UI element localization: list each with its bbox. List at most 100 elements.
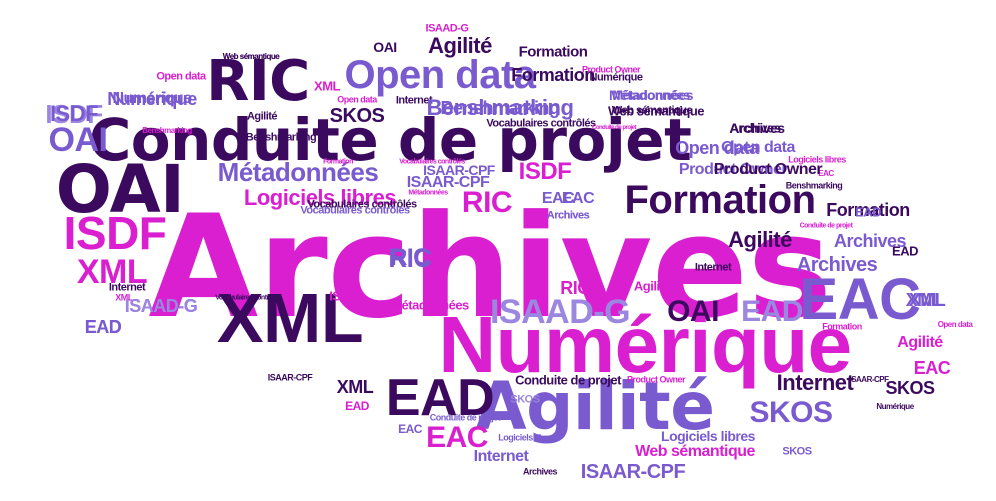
word-eac: EAC xyxy=(426,421,488,454)
word-open-data: Open data xyxy=(675,138,759,158)
word-isaar-cpf: ISAAR-CPF xyxy=(849,375,889,384)
word-agilite: Agilité xyxy=(633,278,671,294)
word-xml: XML xyxy=(216,279,364,357)
word-internet: Internet xyxy=(694,261,732,274)
word-xml: XML xyxy=(115,292,133,303)
word-ead: EAD xyxy=(892,243,918,259)
word-skos: SKOS xyxy=(510,393,540,406)
word-oai: OAI xyxy=(373,39,397,55)
word-metadonnees: Métadonnées xyxy=(612,87,690,103)
word-internet: Internet xyxy=(395,94,433,107)
word-logiciels-libres: Logiciels libres xyxy=(788,154,846,165)
word-conduite-de-projet: Conduite de projet xyxy=(799,222,853,230)
word-ead: EAD xyxy=(84,317,122,337)
word-conduite-de-projet: Conduite de projet xyxy=(429,412,501,423)
word-isdf: ISDF xyxy=(329,288,357,304)
word-logiciels-libres: Logiciels libres xyxy=(243,185,397,210)
word-metadonnees: Métadonnées xyxy=(391,297,469,313)
word-archives: Archives xyxy=(546,209,590,222)
word-ead: EAD xyxy=(84,317,122,337)
word-ead: EAD xyxy=(345,399,369,413)
word-conduite-de-projet: Conduite de projet xyxy=(515,372,621,388)
word-web-semantique: Web sémantique xyxy=(222,52,280,61)
word-isdf: ISDF xyxy=(45,99,103,129)
word-open-data: Open data xyxy=(721,139,795,156)
word-logiciels-libres: Logiciels libres xyxy=(661,428,755,444)
word-internet: Internet xyxy=(108,281,146,294)
word-metadonnees: Métadonnées xyxy=(408,189,448,197)
word-vocabulaires-controles: Vocabulaires contrôlés xyxy=(486,117,596,130)
word-xml: XML xyxy=(336,377,374,397)
word-benshmarking: Benshmarking xyxy=(785,180,843,191)
word-isdf: ISDF xyxy=(518,158,572,185)
word-isaar-cpf: ISAAR-CPF xyxy=(406,174,490,191)
word-formation: Formation xyxy=(826,200,910,220)
word-oai: OAI xyxy=(667,295,719,328)
word-internet: Internet xyxy=(473,448,529,465)
word-isaad-g: ISAAD-G xyxy=(124,296,198,316)
word-skos: SKOS xyxy=(885,378,935,398)
word-isaad-g: ISAAD-G xyxy=(124,296,198,316)
word-open-data: Open data xyxy=(156,70,206,83)
word-skos: SKOS xyxy=(329,105,385,127)
word-formation: Formation xyxy=(323,158,353,166)
word-ead: EAD xyxy=(741,295,803,328)
word-eac: EAC xyxy=(913,358,951,378)
word-isaar-cpf: ISAAR-CPF xyxy=(423,162,495,178)
word-isaad-g: ISAAD-G xyxy=(425,22,469,35)
word-internet: Internet xyxy=(776,370,854,395)
word-oai: OAI xyxy=(55,151,185,228)
word-formation: Formation xyxy=(518,43,588,61)
word-numerique: Numérique xyxy=(112,90,192,107)
word-xml: XML xyxy=(905,290,943,310)
word-isdf: ISDF xyxy=(49,101,99,126)
word-web-semantique: Web sémantique xyxy=(222,52,280,61)
word-web-semantique: Web sémantique xyxy=(607,103,705,119)
word-conduite-de-projet: Conduite de projet xyxy=(592,125,637,131)
word-conduite-de-projet: Conduite de projet xyxy=(88,106,692,174)
word-isaar-cpf: ISAAR-CPF xyxy=(267,372,313,383)
word-isaar-cpf: ISAAR-CPF xyxy=(580,461,686,483)
word-eac: EAC xyxy=(398,422,422,436)
word-skos: SKOS xyxy=(749,396,833,429)
word-web-semantique: Web sémantique xyxy=(635,443,755,460)
word-web-semantique: Web sémantique xyxy=(611,104,693,117)
word-vocabulaires-controles: Vocabulaires contrôlés xyxy=(300,204,410,217)
word-agilite: Agilité xyxy=(897,334,943,351)
word-vocabulaires-controles: Vocabulaires contrôlés xyxy=(399,158,465,166)
word-benshmarking: Benshmarking xyxy=(440,98,560,118)
word-metadonnees: Métadonnées xyxy=(217,157,379,187)
word-benshmarking: Benshmarking xyxy=(426,95,574,120)
word-ric: RIC xyxy=(206,49,310,114)
word-ric: RIC xyxy=(388,243,432,273)
word-agilite: Agilité xyxy=(428,33,492,58)
word-logiciels-libres: Logiciels libres xyxy=(498,432,556,443)
word-product-owner: Product Owner xyxy=(713,161,823,178)
word-agilite: Agilité xyxy=(246,110,278,123)
word-open-data: Open data xyxy=(344,53,536,97)
word-oai: OAI xyxy=(48,121,108,159)
word-archives: Archives xyxy=(729,120,781,136)
word-isaad-g: ISAAD-G xyxy=(489,293,631,331)
word-agilite: Agilité xyxy=(475,368,715,445)
word-ric: RIC xyxy=(461,186,513,219)
word-xml: XML xyxy=(908,290,946,310)
word-archives: Archives xyxy=(833,231,907,251)
word-vocabulaires-controles: Vocabulaires contrôlés xyxy=(307,198,417,211)
word-archives: Archives xyxy=(546,209,590,222)
word-archives: Archives xyxy=(796,254,878,276)
word-agilite: Agilité xyxy=(728,227,792,252)
word-skos: SKOS xyxy=(782,445,812,458)
word-product-owner: Product Owner xyxy=(581,64,641,75)
word-numerique: Numérique xyxy=(876,402,914,411)
word-metadonnees: Métadonnées xyxy=(609,87,693,103)
word-xml: XML xyxy=(314,78,340,94)
word-formation: Formation xyxy=(511,65,595,85)
word-xml: XML xyxy=(76,253,148,291)
word-ric: RIC xyxy=(390,244,430,271)
word-ead: EAD xyxy=(385,369,495,427)
word-benshmarking: Benshmarking xyxy=(245,131,317,144)
word-product-owner: Product Owner xyxy=(626,374,686,385)
word-numerique: Numérique xyxy=(589,71,643,84)
word-open-data: Open data xyxy=(937,320,973,329)
